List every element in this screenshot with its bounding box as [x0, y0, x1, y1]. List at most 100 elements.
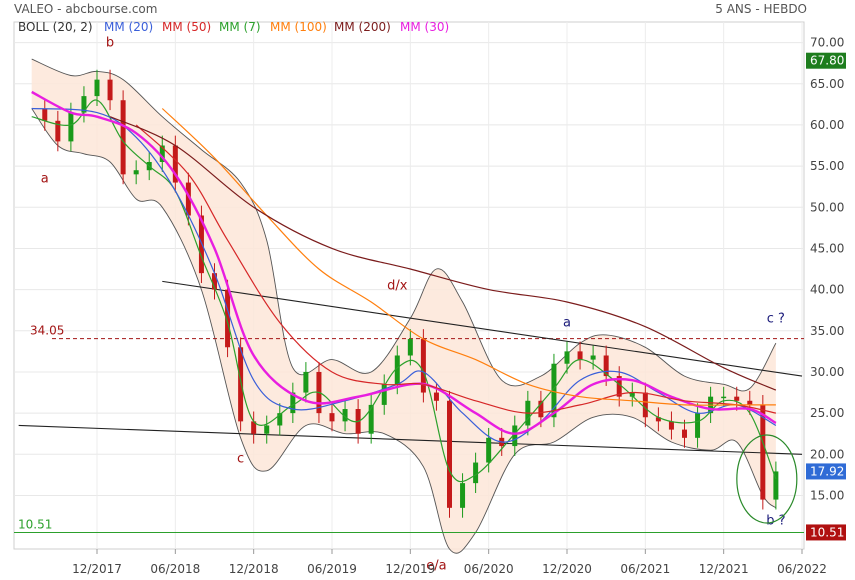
- candle-body: [290, 392, 296, 414]
- y-tick-label: 40.00: [810, 283, 844, 297]
- y-tick-label: 15.00: [810, 488, 844, 502]
- wave-label: d/x: [387, 279, 408, 294]
- ma-line-7: [31, 99, 777, 483]
- chart-period: 5 ANS - HEBDO: [715, 2, 807, 16]
- price-box-low: [806, 524, 846, 541]
- bollinger-fill: [31, 59, 776, 554]
- legend-mm50: MM (50): [162, 20, 212, 34]
- x-tick-label: 12/2020: [542, 562, 592, 576]
- candle-body: [277, 413, 283, 426]
- y-tick-label: 60.00: [810, 118, 844, 132]
- bollinger-upper: [31, 58, 777, 392]
- candle-body: [551, 363, 557, 418]
- candle-body: [394, 355, 400, 385]
- price-box-high-text: 67.80: [810, 54, 844, 68]
- legend-mm7: MM (7): [219, 20, 261, 34]
- candle-body: [368, 404, 374, 434]
- price-box-high: [806, 52, 846, 69]
- x-tick-label: 06/2018: [150, 562, 200, 576]
- candle-body: [473, 462, 479, 484]
- highlight-ellipse: [736, 434, 798, 524]
- candle-body: [238, 347, 244, 422]
- candle-body: [629, 392, 635, 397]
- chart-title: VALEO - abcbourse.com: [14, 2, 158, 16]
- candle-body: [616, 376, 622, 397]
- y-tick-label: 65.00: [810, 77, 844, 91]
- legend-mm100: MM (100): [270, 20, 327, 34]
- candle-body: [590, 355, 596, 360]
- y-tick-label: 30.00: [810, 365, 844, 379]
- candle-body: [159, 145, 165, 162]
- x-tick-label: 06/2020: [464, 562, 514, 576]
- legend-mm30: MM (30): [400, 20, 450, 34]
- trendline: [162, 280, 803, 377]
- x-tick-label: 12/2019: [385, 562, 435, 576]
- candle-body: [564, 351, 570, 364]
- candle-body: [447, 400, 452, 508]
- legend-mm20: MM (20): [104, 20, 154, 34]
- candle-body: [55, 120, 61, 142]
- price-boxes: 67.80 17.92 10.51: [806, 52, 846, 541]
- candle-body: [133, 170, 139, 175]
- x-tick-label: 06/2022: [777, 562, 827, 576]
- candle-body: [172, 145, 178, 183]
- candle-body: [251, 421, 257, 434]
- ma-line-200: [109, 116, 777, 391]
- candle-body: [264, 425, 270, 434]
- ma-line-100: [161, 108, 776, 406]
- price-box-last: [806, 463, 846, 480]
- candle-body: [407, 339, 413, 356]
- candle-body: [329, 413, 335, 422]
- candle-body: [81, 96, 87, 113]
- legend-mm200: MM (200): [334, 20, 391, 34]
- candle-body: [212, 273, 217, 290]
- candle-body: [303, 371, 309, 393]
- level-label: 10.51: [18, 517, 52, 531]
- candle-body: [486, 437, 492, 463]
- bollinger-lower: [31, 108, 777, 554]
- y-tick-label: 50.00: [810, 200, 844, 214]
- y-tick-label: 70.00: [810, 36, 844, 50]
- wave-label: c ?: [767, 312, 785, 327]
- x-tick-label: 12/2017: [72, 562, 122, 576]
- candle-body: [577, 351, 583, 360]
- candle-body: [760, 404, 766, 500]
- candle-body: [668, 421, 674, 430]
- moving-averages: [31, 90, 777, 483]
- candle-body: [68, 112, 74, 142]
- candle-body: [734, 396, 740, 401]
- price-box-last-text: 17.92: [810, 464, 844, 478]
- x-tick-label: 06/2019: [307, 562, 357, 576]
- candle-body: [342, 409, 348, 422]
- candle-body: [381, 384, 387, 405]
- candle-body: [460, 483, 466, 508]
- candle-body: [120, 100, 126, 175]
- candle-body: [603, 355, 609, 377]
- price-box-low-text: 10.51: [810, 525, 844, 539]
- wave-label: c: [237, 452, 244, 467]
- wave-label: a: [41, 172, 49, 187]
- candle-body: [655, 417, 661, 422]
- candle-body: [773, 471, 779, 500]
- y-tick-label: 55.00: [810, 159, 844, 173]
- trendline: [18, 424, 803, 455]
- candle-body: [682, 429, 687, 438]
- candle-body: [42, 108, 48, 121]
- candle-body: [185, 182, 191, 216]
- horizontal-levels: 34.05 10.51: [14, 324, 804, 533]
- candle-body: [433, 392, 439, 401]
- price-candles: [42, 69, 779, 518]
- candle-body: [420, 339, 426, 393]
- candle-body: [695, 413, 701, 438]
- y-tick-label: 35.00: [810, 324, 844, 338]
- y-axis: 15.00 20.00 25.00 30.00 35.00 40.00 45.00 50.00…: [810, 36, 844, 503]
- bollinger-band: [31, 58, 777, 554]
- trendlines: [18, 280, 803, 455]
- wave-label: b: [106, 36, 114, 51]
- candle-body: [107, 79, 113, 101]
- wave-label: a: [563, 316, 571, 331]
- candle-body: [721, 396, 727, 399]
- candle-body: [642, 392, 648, 418]
